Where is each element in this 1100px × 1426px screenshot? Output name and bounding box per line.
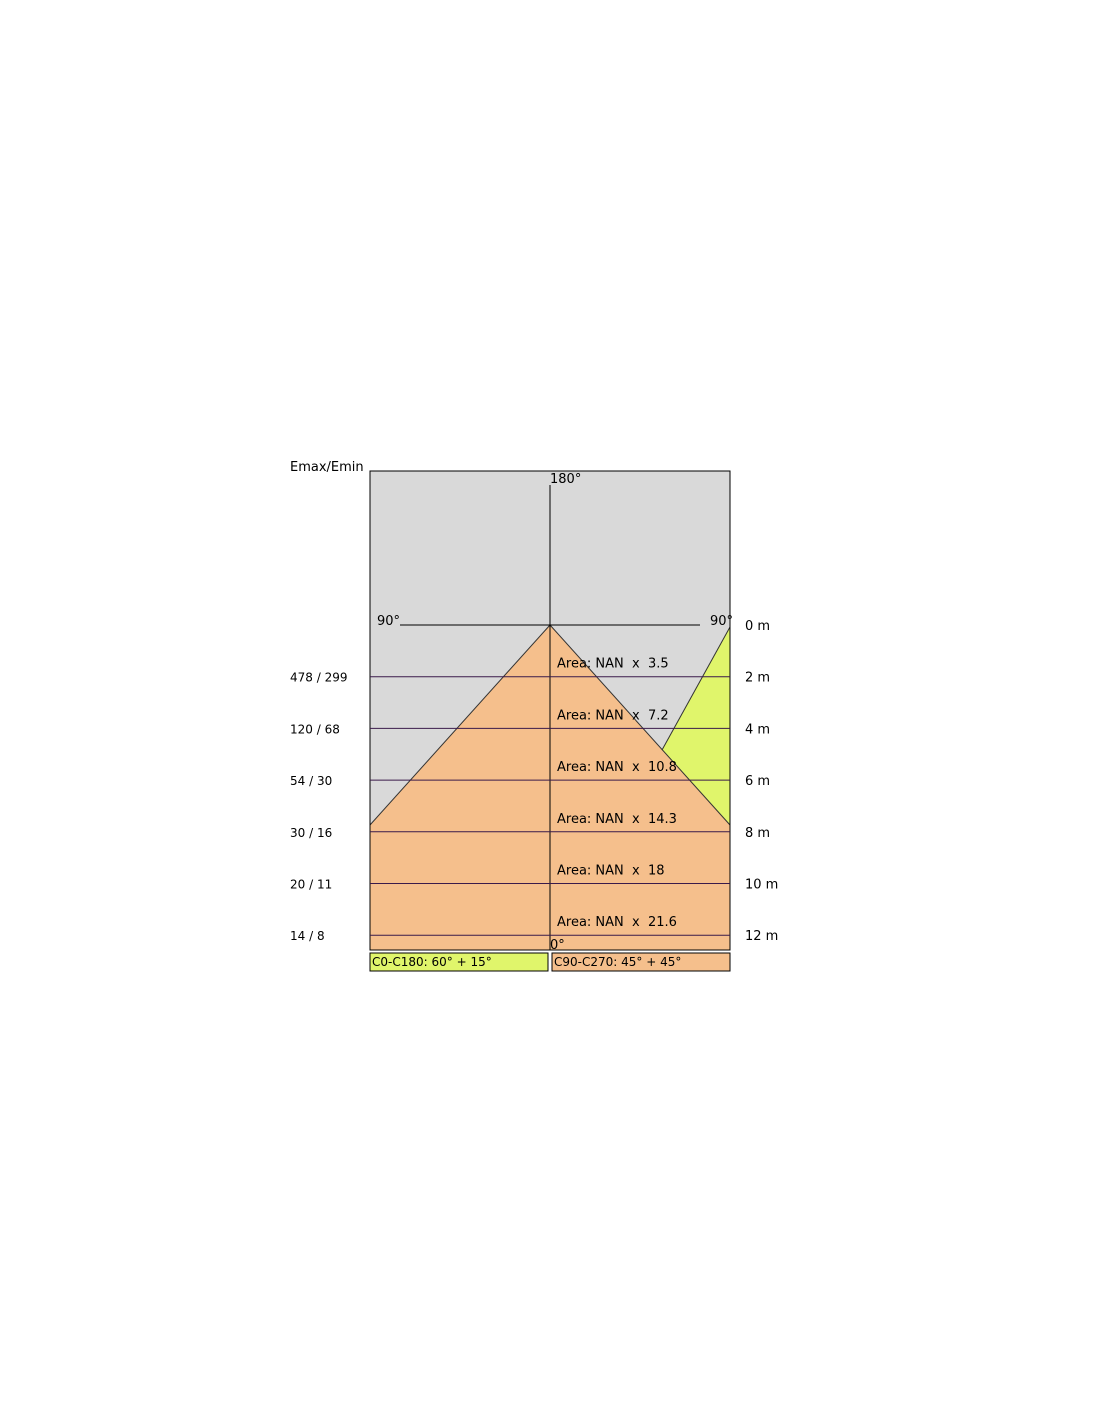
distance-label: 8 m	[745, 826, 770, 841]
ratio-label: 478 / 299	[290, 671, 347, 685]
distance-label: 2 m	[745, 671, 770, 686]
angle-label: 90°	[710, 614, 733, 629]
ratio-label: 54 / 30	[290, 774, 332, 788]
angle-label: 0°	[550, 938, 565, 953]
area-label: Area: NAN x 3.5	[557, 657, 669, 672]
beam-edge	[369, 624, 551, 826]
beam-edge	[549, 624, 731, 826]
distance-label: 10 m	[745, 878, 778, 893]
legend-label: C90-C270: 45° + 45°	[554, 955, 681, 969]
angle-label: 180°	[550, 472, 581, 487]
distance-label: 6 m	[745, 774, 770, 789]
angle-label: 90°	[377, 614, 400, 629]
area-label: Area: NAN x 21.6	[557, 915, 677, 930]
ratio-label: 14 / 8	[290, 929, 325, 943]
ratio-label: 30 / 16	[290, 826, 332, 840]
title: Emax/Emin	[290, 460, 364, 475]
area-label: Area: NAN x 14.3	[557, 812, 677, 827]
distance-label: 0 m	[745, 619, 770, 634]
legend-label: C0-C180: 60° + 15°	[372, 955, 492, 969]
ratio-label: 120 / 68	[290, 722, 340, 736]
beam-edge	[661, 626, 731, 751]
area-label: Area: NAN x 10.8	[557, 760, 677, 775]
frame	[369, 470, 731, 951]
ratio-label: 20 / 11	[290, 878, 332, 892]
area-label: Area: NAN x 18	[557, 864, 665, 879]
area-label: Area: NAN x 7.2	[557, 708, 669, 723]
distance-label: 12 m	[745, 929, 778, 944]
legend-box	[369, 952, 549, 972]
distance-label: 4 m	[745, 722, 770, 737]
legend-box	[551, 952, 731, 972]
rows: 0 m 2 m 4 m 6 m 8 m 10 m 12 m 478 / 299 120 / 68…	[290, 619, 778, 944]
